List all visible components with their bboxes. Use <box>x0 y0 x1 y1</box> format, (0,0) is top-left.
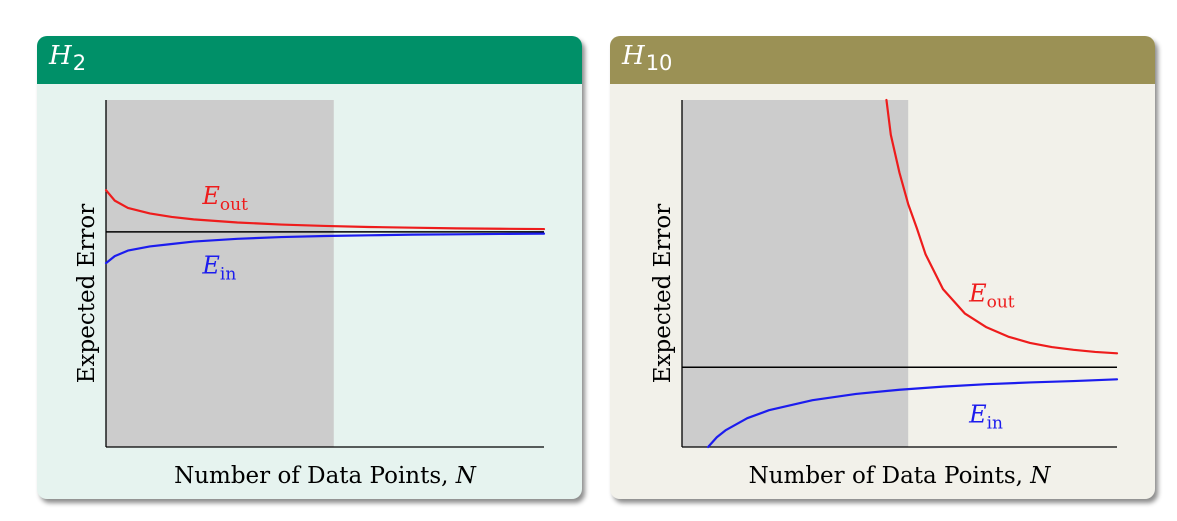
series-line-ein <box>104 232 546 265</box>
series-line-eout <box>104 189 546 231</box>
panel-title: H10 <box>622 41 673 75</box>
panel-title: H2 <box>49 41 87 75</box>
chart-panel-h2: H2 Eout Ein Number of Data Points, N Expect… <box>37 36 582 499</box>
panel-header: H2 <box>37 36 582 84</box>
series-label-out: Eout <box>968 279 1015 312</box>
chart-plot: Eout Ein Number of Data Points, N Expected … <box>650 98 1119 489</box>
series-line-ein <box>706 378 1119 449</box>
panel-header: H10 <box>610 36 1155 84</box>
x-axis-label: Number of Data Points, N <box>749 463 1052 489</box>
series-label-in: Ein <box>968 401 1003 434</box>
y-axis-label: Expected Error <box>650 204 676 384</box>
series-label-out: Eout <box>201 182 248 215</box>
x-axis-label: Number of Data Points, N <box>174 463 477 489</box>
series-line-eout <box>885 98 1119 355</box>
chart-plot: Eout Ein Number of Data Points, N Expected … <box>74 100 546 489</box>
shaded-region <box>682 100 909 447</box>
y-axis-label: Expected Error <box>74 204 100 384</box>
chart-panel-h10: H10 Eout Ein Number of Data Points, N Expec… <box>610 36 1155 499</box>
series-label-in: Ein <box>201 252 236 285</box>
shaded-region <box>106 100 334 447</box>
